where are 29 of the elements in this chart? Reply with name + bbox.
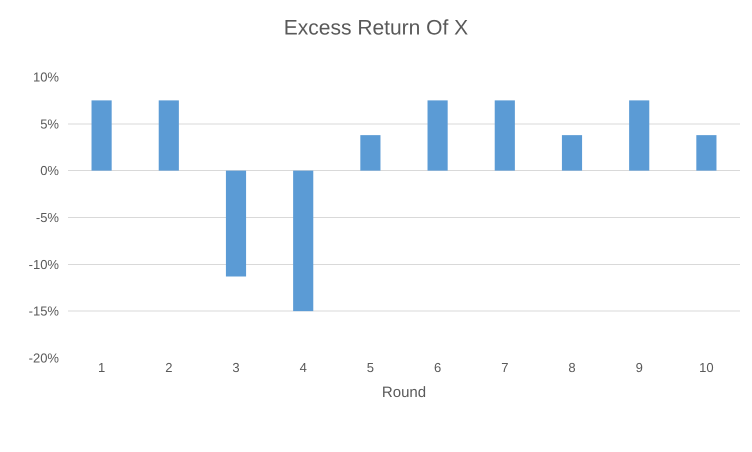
bar [293,170,314,312]
bar [629,100,650,171]
y-tick-label: 0% [40,163,60,178]
x-tick-label: 6 [434,360,442,375]
bar [562,135,582,171]
x-tick-label: 1 [98,360,106,375]
x-tick-label: 3 [232,360,240,375]
bar [158,100,179,171]
bar [360,135,380,171]
x-tick-label: 5 [366,360,374,375]
y-tick-label: -5% [36,210,60,226]
y-tick-label: 10% [32,70,60,85]
bar [494,100,515,171]
bar [428,100,448,171]
bar [226,170,246,277]
y-tick-label: -20% [28,350,60,366]
x-tick-label: 8 [568,360,576,375]
x-axis-title: Round [382,384,426,401]
chart-title: Excess Return Of X [284,16,468,40]
bar [696,135,716,171]
bar [92,100,112,171]
x-tick-label: 7 [501,360,508,375]
x-tick-label: 2 [165,360,172,375]
x-tick-label: 10 [699,360,714,375]
y-tick-label: -10% [28,256,60,272]
y-tick-label: -15% [28,304,60,319]
x-tick-label: 4 [300,360,307,375]
y-tick-label: 5% [40,116,60,132]
x-tick-label: 9 [636,360,643,375]
